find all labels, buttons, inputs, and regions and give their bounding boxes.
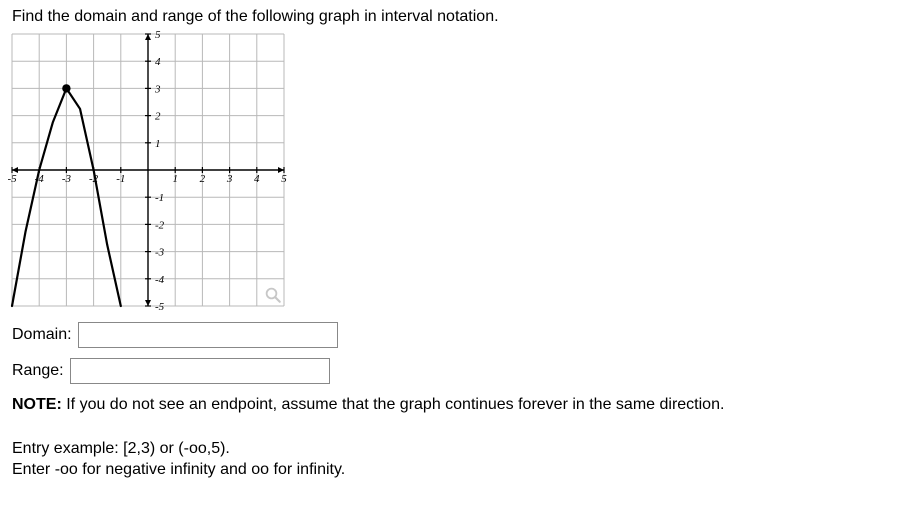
magnify-icon[interactable] <box>264 286 282 304</box>
domain-label: Domain: <box>12 326 72 344</box>
note-text: NOTE: If you do not see an endpoint, ass… <box>12 394 892 416</box>
range-input[interactable] <box>70 358 330 384</box>
cartesian-graph: -5-4-3-2-112345-5-4-3-2-112345 <box>8 30 288 310</box>
graph-container: -5-4-3-2-112345-5-4-3-2-112345 <box>8 30 288 310</box>
svg-text:5: 5 <box>155 30 161 41</box>
svg-text:3: 3 <box>226 173 233 185</box>
infinity-hint-line: Enter -oo for negative infinity and oo f… <box>12 459 909 481</box>
svg-text:5: 5 <box>281 173 287 185</box>
svg-text:4: 4 <box>155 56 161 68</box>
svg-text:-3: -3 <box>155 247 165 259</box>
entry-examples: Entry example: [2,3) or (-oo,5). Enter -… <box>12 438 909 481</box>
svg-text:1: 1 <box>155 138 161 150</box>
svg-text:-3: -3 <box>62 173 72 185</box>
svg-text:2: 2 <box>200 173 206 185</box>
svg-text:4: 4 <box>254 173 260 185</box>
domain-input[interactable] <box>78 322 338 348</box>
svg-text:-5: -5 <box>8 173 17 185</box>
svg-text:-1: -1 <box>155 192 164 204</box>
range-label: Range: <box>12 362 64 380</box>
svg-text:2: 2 <box>155 111 161 123</box>
svg-text:-1: -1 <box>116 173 125 185</box>
svg-text:-2: -2 <box>155 219 165 231</box>
note-body: If you do not see an endpoint, assume th… <box>62 396 725 413</box>
svg-text:-5: -5 <box>155 301 165 310</box>
svg-text:3: 3 <box>154 83 161 95</box>
entry-example-line: Entry example: [2,3) or (-oo,5). <box>12 438 909 460</box>
question-text: Find the domain and range of the followi… <box>12 8 909 26</box>
svg-text:-4: -4 <box>155 274 165 286</box>
svg-text:1: 1 <box>172 173 178 185</box>
note-prefix: NOTE: <box>12 396 62 413</box>
